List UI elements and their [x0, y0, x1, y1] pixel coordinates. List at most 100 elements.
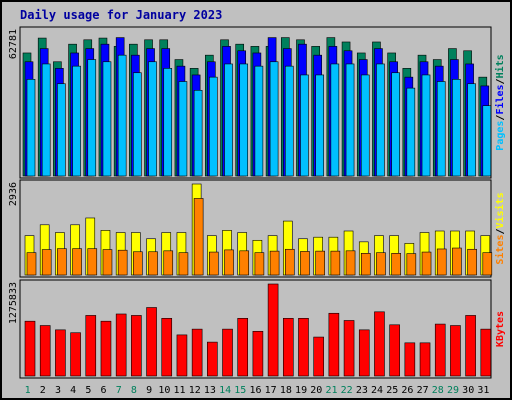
x-tick-day-25: 25: [386, 385, 398, 396]
bar-pages-day-29: [452, 79, 461, 177]
bar-sites-day-19: [300, 251, 310, 276]
bar-sites-day-2: [41, 249, 52, 276]
bar-kbytes-day-25: [389, 324, 400, 377]
x-tick-day-4: 4: [70, 385, 76, 396]
bar-kbytes-day-24: [374, 311, 385, 377]
x-tick-day-9: 9: [146, 385, 152, 396]
legend-separator: /: [495, 78, 506, 84]
bar-pages-day-5: [87, 59, 97, 177]
x-tick-day-23: 23: [356, 385, 368, 396]
bar-sites-day-29: [452, 247, 462, 276]
legend-visits: Visits: [494, 192, 506, 228]
bar-kbytes-day-11: [176, 334, 188, 377]
x-tick-day-3: 3: [55, 385, 61, 396]
bar-sites-day-20: [315, 250, 325, 276]
bar-kbytes-day-5: [85, 315, 97, 377]
bar-sites-day-1: [26, 252, 37, 276]
x-tick-day-20: 20: [310, 385, 322, 396]
bar-sites-day-18: [284, 248, 295, 276]
x-tick-day-19: 19: [295, 385, 307, 396]
bar-kbytes-day-19: [298, 318, 309, 377]
bar-kbytes-day-10: [161, 318, 173, 377]
x-tick-day-10: 10: [158, 385, 170, 396]
x-tick-day-2: 2: [40, 385, 46, 396]
x-tick-day-12: 12: [189, 385, 201, 396]
x-tick-day-31: 31: [477, 385, 489, 396]
bar-pages-day-23: [360, 74, 370, 177]
bar-pages-day-22: [345, 63, 355, 177]
bar-pages-day-2: [41, 63, 51, 177]
bar-sites-day-15: [239, 250, 250, 276]
bar-kbytes-day-9: [146, 307, 157, 377]
bar-kbytes-day-7: [115, 313, 127, 377]
bar-pages-day-30: [467, 83, 476, 177]
panel-bottom: 1275833 KBytes: [8, 279, 506, 379]
bar-pages-day-20: [315, 74, 324, 177]
bar-kbytes-day-26: [404, 342, 416, 377]
bar-sites-day-5: [87, 248, 98, 276]
bar-pages-day-31: [482, 105, 492, 177]
bar-pages-day-12: [193, 90, 203, 177]
y-max-label: 62781: [8, 29, 19, 59]
bar-kbytes-day-20: [313, 336, 324, 377]
bar-sites-day-16: [254, 252, 265, 276]
bar-kbytes-day-23: [358, 329, 370, 377]
bar-sites-day-14: [224, 249, 234, 276]
panel-middle: 2936 Sites/Visits: [8, 179, 506, 278]
bar-pages-day-19: [300, 74, 309, 177]
x-tick-day-13: 13: [204, 385, 216, 396]
x-tick-day-11: 11: [174, 385, 186, 396]
y-max-label: 2936: [8, 182, 19, 206]
x-tick-day-1: 1: [25, 385, 31, 396]
bar-kbytes-day-31: [480, 328, 492, 377]
bar-pages-day-15: [239, 63, 249, 177]
bar-pages-day-7: [117, 54, 127, 177]
bar-kbytes-day-29: [450, 325, 461, 377]
bar-kbytes-day-12: [191, 328, 203, 377]
bar-pages-day-25: [391, 72, 400, 177]
bar-sites-day-21: [330, 250, 341, 276]
bar-kbytes-day-28: [434, 323, 446, 377]
bar-sites-day-25: [391, 253, 401, 276]
x-tick-day-14: 14: [219, 385, 231, 396]
bar-sites-day-6: [102, 249, 113, 276]
bar-sites-day-12: [193, 198, 204, 276]
bar-kbytes-day-15: [237, 318, 249, 377]
bar-pages-day-8: [133, 72, 142, 177]
bar-kbytes-day-13: [207, 341, 218, 377]
bar-kbytes-day-8: [131, 315, 142, 377]
bar-sites-day-30: [467, 248, 477, 276]
bar-sites-day-24: [376, 252, 386, 276]
bar-pages-day-16: [254, 65, 264, 177]
bar-sites-day-17: [269, 250, 280, 276]
bar-sites-day-27: [421, 251, 432, 276]
bar-sites-day-28: [436, 248, 447, 276]
bar-pages-day-21: [330, 63, 340, 177]
bar-pages-day-26: [406, 87, 416, 177]
x-tick-day-21: 21: [325, 385, 337, 396]
x-tick-day-28: 28: [432, 385, 444, 396]
x-tick-day-5: 5: [85, 385, 91, 396]
bar-kbytes-day-17: [267, 283, 279, 377]
x-tick-day-6: 6: [101, 385, 107, 396]
x-tick-day-22: 22: [341, 385, 353, 396]
legend-hits: Hits: [494, 54, 506, 78]
bar-kbytes-day-14: [222, 328, 233, 377]
legend-files: Files: [494, 84, 506, 114]
legend-sites: Sites: [494, 235, 506, 265]
bar-sites-day-31: [482, 252, 493, 276]
bar-sites-day-26: [406, 253, 417, 276]
bar-pages-day-24: [376, 63, 385, 177]
bar-pages-day-11: [178, 81, 188, 177]
x-tick-day-8: 8: [131, 385, 137, 396]
x-tick-day-29: 29: [447, 385, 459, 396]
bar-sites-day-22: [345, 250, 356, 276]
bar-pages-day-3: [57, 83, 66, 177]
legend-separator: /: [495, 228, 506, 234]
legend-kbytes: KBytes: [495, 311, 506, 347]
bar-kbytes-day-1: [24, 320, 36, 377]
x-tick-day-24: 24: [371, 385, 383, 396]
